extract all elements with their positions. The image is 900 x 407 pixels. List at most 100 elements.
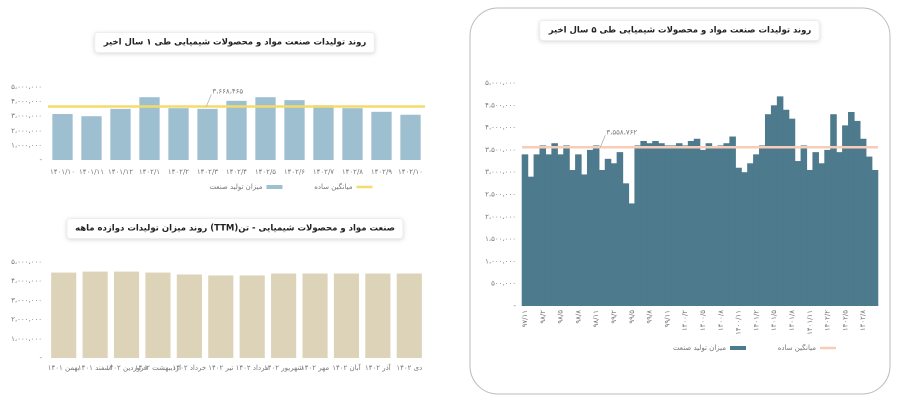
bar xyxy=(333,273,360,358)
y-tick-label: ۴،۵۰۰،۰۰۰ xyxy=(485,101,516,109)
x-tick-label: ۱۴۰۲/۹ xyxy=(371,168,392,176)
x-tick-label: فروردین ۱۴۰۲ xyxy=(106,364,148,372)
bar xyxy=(168,108,189,160)
x-tick-label: ۹۹/۲ xyxy=(610,310,618,324)
bar xyxy=(521,154,529,306)
y-tick-label: ۵،۰۰۰،۰۰۰ xyxy=(11,258,42,266)
bar xyxy=(545,154,552,306)
bar xyxy=(82,271,108,358)
bar xyxy=(664,145,671,306)
bar xyxy=(139,97,160,160)
bar xyxy=(699,149,707,306)
bar xyxy=(830,114,837,306)
bar xyxy=(551,143,558,306)
bar xyxy=(806,169,814,306)
x-tick-label: ۱۴۰۲/۳ xyxy=(197,168,218,176)
bar xyxy=(592,145,600,306)
bar xyxy=(848,111,855,307)
bar xyxy=(557,154,564,306)
bar xyxy=(533,154,541,306)
bar xyxy=(342,108,363,160)
y-tick-label: ۱،۵۰۰،۰۰۰ xyxy=(485,235,516,243)
bar xyxy=(859,138,867,306)
bar xyxy=(681,145,689,306)
bar xyxy=(800,145,808,306)
x-tick-label: آذر ۱۴۰۲ xyxy=(365,363,392,372)
x-tick-label: دی ۱۴۰۲ xyxy=(396,364,422,372)
bar xyxy=(110,108,131,160)
bar xyxy=(824,149,831,306)
bar xyxy=(208,275,234,358)
bar xyxy=(705,143,713,306)
x-tick-label: ۱۴۰۲/۲ xyxy=(168,168,189,176)
y-tick-label: ۲،۵۰۰،۰۰۰ xyxy=(485,191,516,199)
chart-title: روند تولیدات صنعت مواد و محصولات شیمیایی… xyxy=(548,26,812,36)
bar xyxy=(717,145,725,306)
bar xyxy=(371,111,392,160)
bar xyxy=(729,136,736,306)
chart-title: روند تولیدات صنعت مواد و محصولات شیمیایی… xyxy=(103,38,367,48)
bar xyxy=(365,273,391,358)
bar xyxy=(723,143,730,306)
x-tick-label: ۱۴۰۱/۱۱ xyxy=(79,168,104,176)
bar xyxy=(113,271,140,358)
bar xyxy=(759,145,766,306)
y-tick-label: ۳،۰۰۰،۰۰۰ xyxy=(485,168,516,176)
bar xyxy=(271,273,297,358)
x-tick-label: ۹۹/۵ xyxy=(628,310,636,324)
y-tick-label: ۴،۰۰۰،۰۰۰ xyxy=(11,98,42,106)
bar xyxy=(842,125,849,307)
bar xyxy=(747,163,754,306)
x-tick-label: ۱۴۰۲/۵ xyxy=(255,168,276,176)
x-tick-label: ۹۹/۸ xyxy=(646,310,654,324)
chart-title: روند میزان تولیدات دوازده ماهه (TTM)صنعت… xyxy=(75,224,395,234)
x-tick-label: ۱۴۰۲/۸ xyxy=(342,168,363,176)
x-tick-label: ۱۴۰۰/۲ xyxy=(681,310,689,331)
y-tick-label: ۱،۰۰۰،۰۰۰ xyxy=(11,335,42,343)
bar xyxy=(575,154,582,306)
bar xyxy=(741,172,748,306)
bar xyxy=(658,143,665,306)
bar xyxy=(693,138,701,306)
bar xyxy=(812,152,819,306)
x-tick-label: ۹۷/۱۱ xyxy=(521,310,529,327)
legend-swatch xyxy=(266,185,283,189)
title-box xyxy=(539,20,820,41)
bar xyxy=(176,274,202,358)
bar xyxy=(610,163,618,306)
legend-swatch xyxy=(730,346,746,350)
bar xyxy=(226,100,247,160)
x-tick-label: ۱۴۰۰/۵ xyxy=(699,310,707,331)
x-tick-label: آبان ۱۴۰۲ xyxy=(332,363,361,372)
bar xyxy=(670,145,677,306)
bar xyxy=(598,169,606,306)
x-tick-label: ۱۴۰۲/۷ xyxy=(313,168,334,176)
x-tick-label: اسفند ۱۴۰۱ xyxy=(78,364,112,372)
x-tick-label: ۱۴۰۱/۲ xyxy=(752,310,760,331)
bar xyxy=(652,140,659,306)
y-tick-label: ۴،۰۰۰،۰۰۰ xyxy=(485,124,516,132)
bar xyxy=(581,174,588,306)
x-tick-label: مرداد ۱۴۰۲ xyxy=(236,364,269,372)
bar xyxy=(81,116,102,160)
x-tick-label: ۱۴۰۲/۸ xyxy=(859,310,867,331)
bar xyxy=(628,203,636,306)
x-tick-label: ۱۴۰۰/۱۱ xyxy=(735,310,743,335)
legend-label: میزان تولید صنعت xyxy=(209,183,262,191)
bar xyxy=(145,272,171,358)
y-tick-label: - xyxy=(39,156,42,164)
bar xyxy=(586,149,594,306)
bar xyxy=(569,169,576,306)
x-tick-label: ۱۴۰۱/۱۰ xyxy=(50,168,75,176)
y-tick-label: ۱،۰۰۰،۰۰۰ xyxy=(485,257,516,265)
legend-label: میزان تولید صنعت xyxy=(673,344,726,352)
bar xyxy=(284,100,305,160)
bar xyxy=(764,114,772,306)
bar xyxy=(687,140,695,306)
bar xyxy=(818,163,825,306)
bar xyxy=(753,154,760,306)
legend-label: میانگین ساده xyxy=(314,182,353,191)
bar xyxy=(313,105,334,160)
bar xyxy=(255,97,276,160)
x-tick-label: ۹۸/۵ xyxy=(557,310,565,324)
